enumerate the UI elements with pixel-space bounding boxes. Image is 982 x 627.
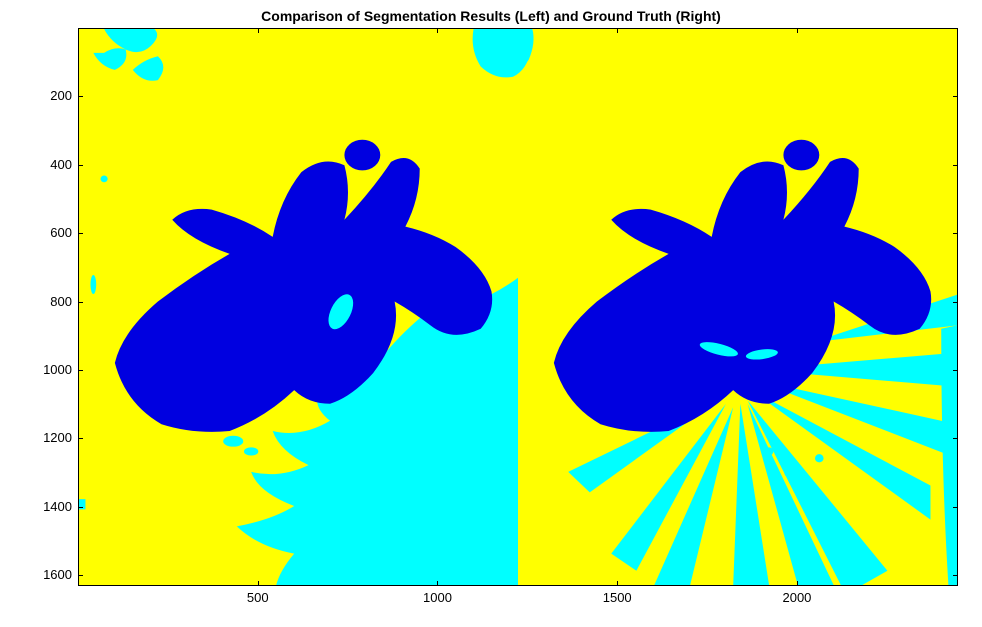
chart-title: Comparison of Segmentation Results (Left… [0,8,982,24]
y-tick [78,96,83,97]
x-tick-label: 500 [247,590,269,605]
y-tick [78,165,83,166]
y-tick-label: 800 [50,294,72,309]
x-tick [437,581,438,586]
y-tick-label: 1000 [43,362,72,377]
y-tick [78,575,83,576]
figure: Comparison of Segmentation Results (Left… [0,0,982,627]
y-tick [78,370,83,371]
x-tick [797,28,798,33]
x-tick [797,581,798,586]
x-tick [258,28,259,33]
y-tick [78,507,83,508]
y-tick [953,370,958,371]
y-tick [953,438,958,439]
y-tick [953,507,958,508]
y-tick-label: 200 [50,88,72,103]
y-tick [953,575,958,576]
segmentation-image [79,29,957,585]
y-tick-label: 1600 [43,567,72,582]
y-tick-label: 1400 [43,499,72,514]
y-tick-label: 400 [50,157,72,172]
y-tick-label: 1200 [43,430,72,445]
y-tick-label: 600 [50,225,72,240]
x-tick [617,581,618,586]
y-tick [78,233,83,234]
y-tick [78,438,83,439]
axes-area [78,28,958,586]
x-tick-label: 2000 [782,590,811,605]
y-tick [953,233,958,234]
y-tick [953,302,958,303]
y-tick [953,165,958,166]
y-tick [953,96,958,97]
x-tick [617,28,618,33]
x-tick-label: 1000 [423,590,452,605]
x-tick [258,581,259,586]
x-tick-label: 1500 [603,590,632,605]
x-tick [437,28,438,33]
y-tick [78,302,83,303]
